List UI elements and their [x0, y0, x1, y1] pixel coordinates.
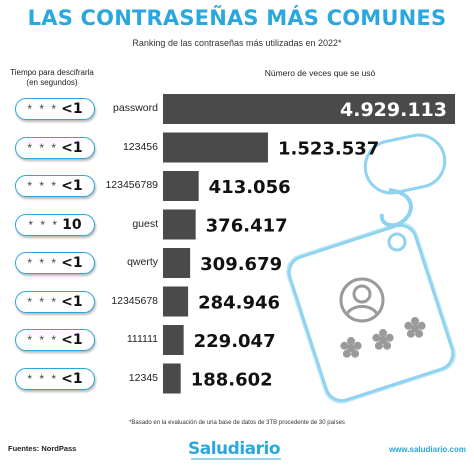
crack-time-pill: * * * <1	[15, 175, 95, 197]
usage-value-label: 376.417	[206, 216, 288, 237]
crack-time-pill: * * * <1	[15, 290, 95, 313]
password-label: 123456789	[105, 179, 158, 191]
masked-stars: * * *	[28, 217, 60, 232]
masked-stars: * * *	[27, 294, 59, 309]
footnote: *Basado en la evaluación de una base de …	[129, 420, 345, 426]
crack-time-pill: * * * <1	[15, 98, 95, 120]
password-label: guest	[132, 217, 158, 230]
usage-bar	[163, 248, 191, 278]
user-avatar-icon	[339, 277, 385, 323]
website-link[interactable]: www.saludiario.com	[388, 445, 466, 454]
usage-bar	[163, 132, 268, 163]
usage-value-label: 188.602	[191, 370, 273, 391]
password-label: 123456	[122, 140, 158, 153]
page-subtitle: Ranking de las contraseñas más utilizada…	[132, 38, 342, 48]
crack-time-value: <1	[61, 293, 83, 310]
crack-time-pill: * * * 10	[15, 213, 95, 236]
crack-time-value: <1	[61, 101, 83, 117]
crack-time-value: <1	[61, 178, 83, 194]
usage-count-header: Número de veces que se usó	[264, 68, 376, 78]
masked-stars: * * *	[27, 333, 59, 347]
crack-time-header: Tiempo para descifrarla (en segundos)	[10, 68, 94, 87]
password-label: qwerty	[127, 256, 158, 268]
page-title: LAS CONTRASEÑAS MÁS COMUNES	[27, 6, 447, 30]
usage-bar	[163, 325, 184, 355]
masked-stars: * * *	[27, 140, 59, 155]
usage-bar	[163, 209, 196, 240]
masked-stars: * * *	[27, 371, 59, 386]
brand-name: Saludiario	[188, 439, 281, 459]
usage-bar	[163, 171, 199, 201]
crack-time-pill: * * * <1	[15, 329, 95, 351]
crack-time-pill: * * * <1	[15, 252, 95, 274]
asterisk-icons	[340, 317, 426, 358]
crack-time-value: 10	[62, 216, 82, 233]
tag-icon	[287, 223, 455, 403]
password-label: 12345	[128, 371, 158, 384]
masked-stars: * * *	[27, 256, 59, 270]
usage-value-label: 413.056	[209, 177, 291, 198]
crack-time-value: <1	[61, 370, 83, 387]
usage-bar	[163, 94, 455, 124]
masked-stars: * * *	[27, 179, 59, 193]
usage-bar	[163, 363, 181, 394]
usage-value-label: 229.047	[194, 331, 276, 352]
sources-label: Fuentes: NordPass	[8, 444, 77, 453]
usage-value-label: 309.679	[200, 254, 282, 275]
saludiario-logo: Saludiario	[188, 439, 288, 465]
crack-time-pill: * * * <1	[15, 136, 95, 159]
password-label: 111111	[126, 333, 158, 345]
masked-stars: * * *	[27, 102, 59, 116]
logo-underline	[191, 458, 281, 460]
crack-time-pill: * * * <1	[15, 367, 95, 390]
usage-value-label: 4.929.113	[340, 99, 447, 121]
key-ring-icon	[363, 133, 447, 195]
usage-bar	[163, 286, 189, 317]
crack-time-value: <1	[61, 332, 83, 348]
password-label: password	[113, 102, 158, 114]
password-label: 12345678	[111, 294, 158, 307]
usage-value-label: 1.523.537	[278, 139, 379, 160]
crack-time-value: <1	[61, 139, 83, 156]
crack-time-value: <1	[61, 255, 83, 271]
usage-value-label: 284.946	[198, 293, 280, 314]
